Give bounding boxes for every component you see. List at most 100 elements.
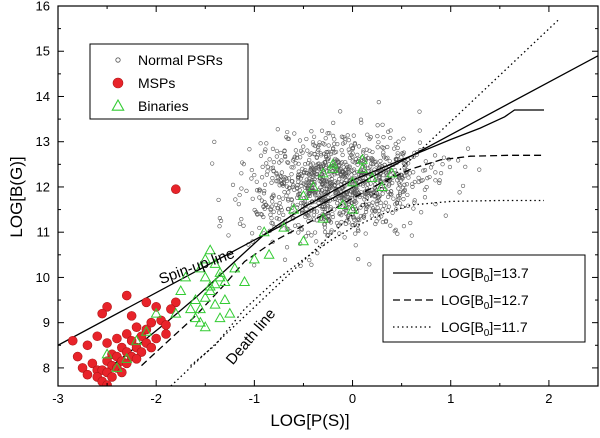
normal-psr-point bbox=[290, 158, 296, 163]
normal-psr-point bbox=[367, 136, 372, 142]
normal-psr-point bbox=[311, 134, 317, 139]
normal-psr-point bbox=[329, 228, 334, 233]
normal-psr-point bbox=[218, 218, 224, 223]
msp-point bbox=[146, 342, 157, 353]
normal-psr-point bbox=[422, 168, 428, 173]
normal-psr-point bbox=[394, 207, 399, 212]
normal-psr-point bbox=[271, 160, 276, 165]
msp-point bbox=[171, 297, 181, 308]
normal-psr-point bbox=[374, 191, 379, 196]
normal-psr-point bbox=[364, 147, 369, 152]
normal-psr-point bbox=[328, 183, 333, 188]
normal-psr-point bbox=[384, 170, 389, 176]
normal-psr-point bbox=[341, 210, 346, 215]
normal-psr-point bbox=[443, 213, 448, 218]
normal-psr-point bbox=[376, 140, 381, 145]
normal-psr-point bbox=[340, 160, 345, 165]
normal-psr-point bbox=[327, 131, 332, 136]
normal-psr-point bbox=[261, 204, 266, 210]
binary-point bbox=[184, 303, 197, 314]
normal-psr-point bbox=[294, 152, 299, 157]
normal-psr-point bbox=[349, 200, 354, 205]
binary-point bbox=[263, 248, 275, 259]
normal-psr-point bbox=[396, 186, 401, 191]
normal-psr-point bbox=[346, 201, 352, 206]
legend-normal-psr-marker bbox=[115, 57, 121, 63]
msp-point bbox=[102, 302, 112, 312]
binary-point bbox=[327, 162, 339, 173]
normal-psr-point bbox=[331, 133, 336, 138]
normal-psr-point bbox=[315, 251, 320, 256]
normal-psr-point bbox=[276, 195, 282, 200]
binary-point bbox=[297, 235, 310, 246]
normal-psr-point bbox=[363, 191, 368, 196]
legend-label: MSPs bbox=[138, 75, 175, 91]
normal-psr-point bbox=[258, 211, 263, 217]
normal-psr-point bbox=[284, 193, 289, 198]
normal-psr-point bbox=[422, 195, 428, 200]
normal-psr-point bbox=[317, 140, 322, 145]
normal-psr-point bbox=[388, 189, 394, 194]
normal-psr-point bbox=[371, 161, 376, 167]
normal-psr-point bbox=[306, 183, 311, 188]
binary-point bbox=[366, 171, 378, 182]
normal-psr-point bbox=[241, 223, 246, 228]
normal-psr-point bbox=[226, 233, 231, 238]
normal-psr-point bbox=[326, 143, 331, 148]
legend-label: Normal PSRs bbox=[138, 52, 223, 68]
binary-point bbox=[130, 334, 143, 345]
normal-psr-point bbox=[408, 220, 413, 226]
msp-point bbox=[126, 311, 137, 321]
normal-psr-point bbox=[293, 223, 298, 228]
normal-psr-point bbox=[406, 175, 411, 180]
legend-binary-marker bbox=[111, 98, 125, 111]
normal-psr-point bbox=[376, 208, 382, 214]
normal-psr-point bbox=[465, 146, 471, 151]
normal-psr-point bbox=[307, 157, 312, 163]
normal-psr-point bbox=[412, 179, 417, 185]
normal-psr-point bbox=[370, 208, 375, 213]
normal-psr-point bbox=[457, 190, 462, 195]
normal-psr-point bbox=[378, 200, 383, 205]
normal-psr-point bbox=[307, 193, 313, 198]
normal-psr-point bbox=[259, 175, 265, 180]
normal-psr-point bbox=[399, 155, 404, 160]
normal-psr-point bbox=[273, 202, 279, 208]
normal-psr-point bbox=[412, 200, 417, 205]
normal-psr-point bbox=[237, 221, 243, 226]
binary-point bbox=[258, 226, 270, 237]
normal-psr-point bbox=[258, 153, 264, 158]
normal-psr-point bbox=[289, 165, 294, 170]
binary-point bbox=[189, 294, 202, 305]
normal-psr-point bbox=[314, 209, 320, 214]
normal-psr-point bbox=[319, 188, 324, 193]
normal-psr-point bbox=[385, 144, 390, 150]
msp-point bbox=[161, 320, 171, 330]
normal-psr-point bbox=[311, 212, 316, 218]
normal-psr-point bbox=[324, 187, 329, 192]
normal-psr-point bbox=[305, 171, 310, 176]
normal-psr-point bbox=[361, 215, 367, 220]
normal-psr-point bbox=[281, 181, 286, 186]
normal-psr-point bbox=[326, 149, 331, 154]
normal-psr-point bbox=[300, 173, 305, 178]
normal-psr-point bbox=[364, 206, 369, 211]
normal-psr-point bbox=[404, 182, 410, 187]
msp-point bbox=[131, 354, 142, 364]
normal-psr-point bbox=[320, 241, 325, 247]
msp-point bbox=[136, 347, 147, 357]
normal-psr-point bbox=[277, 201, 282, 206]
normal-psr-point bbox=[295, 192, 301, 197]
normal-psr-point bbox=[277, 217, 282, 222]
normal-psr-point bbox=[300, 150, 305, 155]
binary-point bbox=[214, 312, 226, 323]
normal-psr-point bbox=[281, 212, 286, 217]
binary-point bbox=[248, 253, 260, 264]
normal-psr-point bbox=[386, 204, 392, 209]
normal-psr-point bbox=[309, 151, 314, 156]
normal-psr-point bbox=[363, 209, 369, 214]
normal-psr-point bbox=[318, 190, 324, 195]
normal-psr-point bbox=[402, 165, 407, 170]
normal-psr-point bbox=[285, 207, 291, 212]
msp-point bbox=[107, 372, 117, 382]
